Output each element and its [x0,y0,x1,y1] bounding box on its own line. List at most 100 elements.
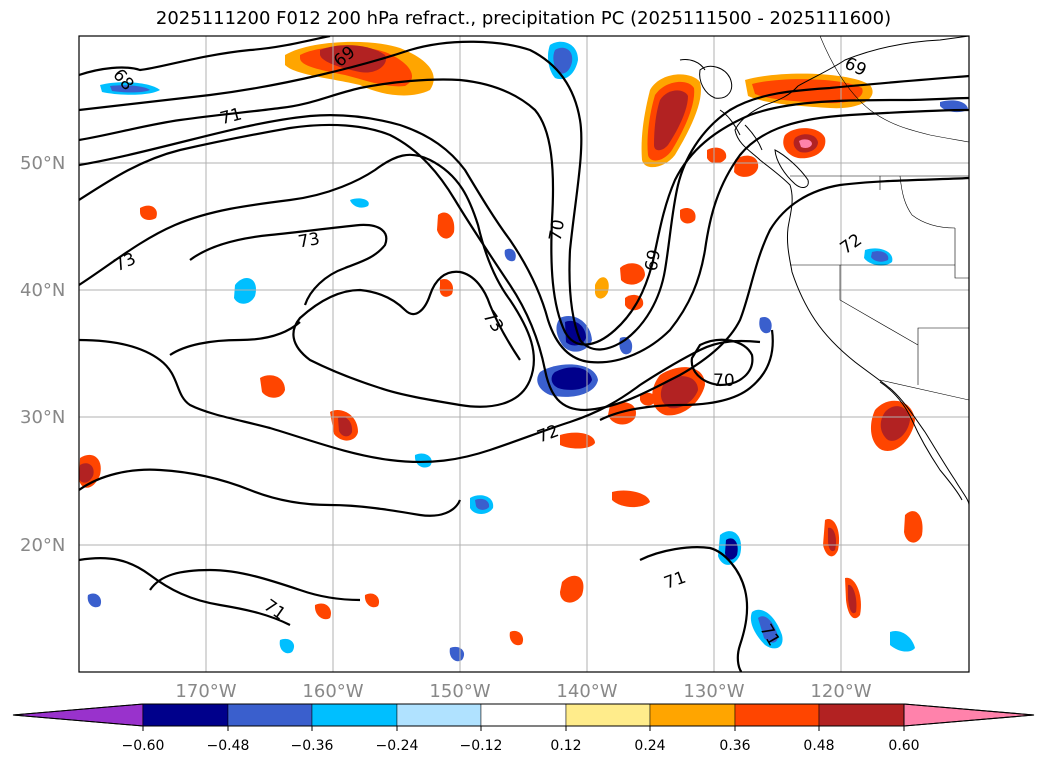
precip-patch [608,402,636,425]
map-title: 2025111200 F012 200 hPa refract., precip… [155,8,892,29]
precip-patch [759,316,772,334]
precip-patch [620,263,645,285]
precip-patch [79,463,94,483]
colorbar-tick-label: −0.12 [460,738,503,754]
lon-label-160w: 160°W [302,681,363,702]
precip-patch [553,47,573,74]
state-borders [790,175,969,401]
colorbar-tick-marks [142,726,905,731]
contour-68 [79,36,331,77]
precip-patch [140,205,157,220]
colorbar-tick-label: −0.60 [122,738,165,754]
precip-patch [848,584,857,614]
colorbar-tick-label: 0.12 [550,738,581,754]
precip-patch [707,147,727,164]
colorbar-extend-high [903,703,1035,727]
refractivity-contours [79,36,969,672]
contour-73-west [169,321,301,356]
colorbar-tick-label: 0.24 [634,738,665,754]
colorbar-segment [396,703,482,727]
colorbar-segment [311,703,398,727]
political-borders [790,36,969,401]
contour-label-69: 69 [642,248,665,273]
contour-69 [79,40,969,351]
precip-patch [509,630,524,646]
precip-patch [904,511,923,543]
contour-71-east [639,546,749,672]
colorbar-extend-low [12,703,144,727]
precip-patch [551,367,592,390]
colorbar-tick-label: 0.48 [803,738,834,754]
colorbar-tick-label: −0.36 [291,738,334,754]
lat-label-20n: 20°N [20,535,65,556]
precip-patch [660,376,698,409]
precip-patch [799,139,812,148]
colorbar-segment [734,703,820,727]
contour-71-tail [79,468,462,517]
precip-patch [725,538,738,560]
contour-73-inner [189,223,388,306]
alaska-canada-border [819,36,969,143]
contour-73 [79,153,535,408]
colorbar-tick-label: 0.60 [888,738,919,754]
contour-70-closed [690,338,754,387]
contour-72 [79,123,969,412]
map-area [79,36,969,672]
precip-patch [880,406,910,441]
colorbar-tick-label: −0.24 [376,738,419,754]
lon-label-120w: 120°W [810,681,871,702]
graticule [79,36,969,672]
precip-patch [871,251,889,262]
north-america-coast [734,36,969,506]
colorbar-segment [142,703,229,727]
precip-patch [437,212,455,239]
precip-patch [594,277,609,299]
colorbar-segment [227,703,313,727]
precip-patch [560,575,584,603]
contour-label-70: 70 [546,218,569,243]
precip-patch [640,392,656,406]
precip-positive-shading [79,41,923,646]
contour-71-mid [599,329,774,421]
colorbar-tick-label: −0.48 [207,738,250,754]
canada-coastal-islands [679,59,763,151]
contour-72-south [79,338,761,464]
precip-patch [234,278,256,304]
precip-patch [560,432,595,449]
precip-patch [279,638,295,654]
latitude-axis: 50°N 40°N 30°N 20°N [20,153,65,556]
precip-patch [414,453,432,468]
precip-patch [314,603,331,620]
longitude-axis: 170°W 160°W 150°W 140°W 130°W 120°W [175,681,871,702]
precip-patch [752,79,863,104]
precip-patch [758,616,778,643]
precip-patch [612,490,650,508]
lat-label-30n: 30°N [20,407,65,428]
lat-label-40n: 40°N [20,280,65,301]
precip-patch [110,85,150,93]
colorbar: −0.60 −0.48 −0.36 −0.24 −0.12 0.12 0.24 … [12,703,1035,754]
precip-patch [439,278,454,297]
colorbar-segment [480,703,567,727]
precip-patch [320,45,386,73]
contour-71-south [79,557,361,626]
lon-label-140w: 140°W [556,681,617,702]
precip-patch [654,90,688,151]
baja-california-coast [879,381,963,501]
lon-label-150w: 150°W [429,681,490,702]
precip-patch [87,593,102,608]
vancouver-island [774,149,809,188]
colorbar-tick-label: 0.36 [719,738,750,754]
precip-patch [504,248,516,262]
precip-patch [475,498,490,510]
colorbar-segment [565,703,651,727]
contour-label-70: 70 [713,371,735,391]
lat-label-50n: 50°N [20,153,65,174]
lon-label-130w: 130°W [683,681,744,702]
contour-label-73: 73 [297,229,322,252]
precip-patch [350,198,369,208]
colorbar-segment [649,703,736,727]
precip-patch [680,208,696,224]
precip-patch [734,155,759,177]
